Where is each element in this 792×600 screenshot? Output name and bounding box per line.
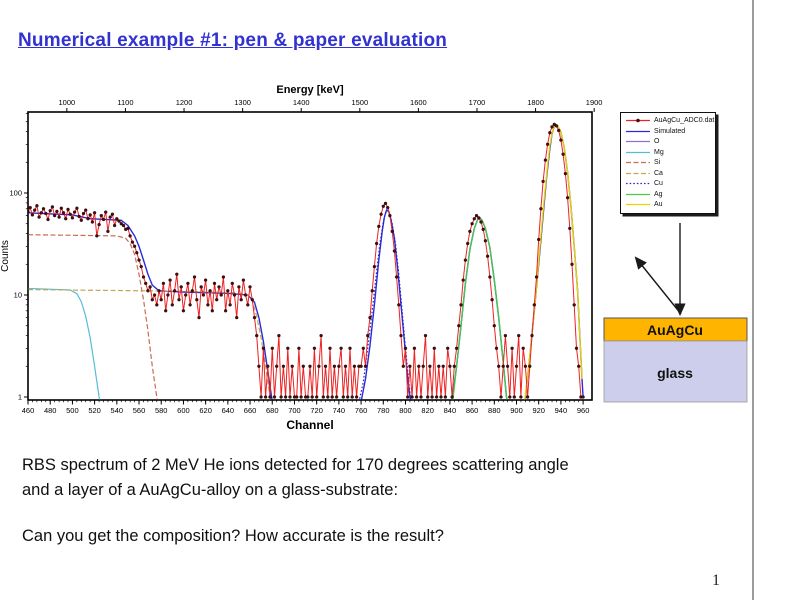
svg-text:500: 500 [66,406,79,415]
svg-text:1800: 1800 [527,98,544,107]
page-edge-divider [752,0,754,600]
svg-text:920: 920 [532,406,545,415]
svg-text:820: 820 [421,406,434,415]
svg-text:1700: 1700 [469,98,486,107]
legend-label: Si [654,159,661,167]
legend-label: AuAgCu_ADC0.dat [654,117,715,125]
legend-label: Ca [654,169,663,177]
legend-item: Mg [625,148,711,158]
legend-item: Au [625,200,711,210]
legend-label: Au [654,201,663,209]
svg-text:880: 880 [488,406,501,415]
legend-item: Cu [625,179,711,189]
svg-text:600: 600 [177,406,190,415]
glass-substrate-box [603,340,748,403]
alloy-layer-label: AuAgCu [647,322,703,338]
svg-text:960: 960 [577,406,590,415]
caption-line-1: RBS spectrum of 2 MeV He ions detected f… [22,456,569,474]
svg-text:780: 780 [377,406,390,415]
legend-label: Ag [654,190,663,198]
svg-text:480: 480 [44,406,57,415]
svg-text:520: 520 [88,406,101,415]
svg-text:1000: 1000 [59,98,76,107]
caption-line-2: and a layer of a AuAgCu-alloy on a glass… [22,480,399,499]
chart-legend: AuAgCu_ADC0.dat Simulated O Mg Si Ca Cu Ag Au [620,112,716,214]
scattered-beam-arrow [634,256,682,315]
rbs-spectrum-chart: 460 480 500 520 540 560 580 600 620 640 660 680 700 7… [0,80,612,440]
svg-text:860: 860 [466,406,479,415]
page-title: Numerical example #1: pen & paper evalua… [18,30,448,51]
chart-plot-area: 460 480 500 520 540 560 580 600 620 640 660 680 700 7… [0,84,603,432]
page-number: 1 [712,572,720,589]
svg-text:460: 460 [22,406,35,415]
svg-text:740: 740 [333,406,346,415]
legend-item: Si [625,158,711,168]
legend-item: Ca [625,169,711,179]
target-diagram: AuAgCu glass [603,223,748,403]
legend-label: O [654,138,660,146]
svg-text:940: 940 [555,406,568,415]
svg-text:620: 620 [199,406,212,415]
svg-text:Channel: Channel [286,418,333,432]
svg-text:1300: 1300 [234,98,251,107]
legend-item: O [625,137,711,147]
svg-text:700: 700 [288,406,301,415]
svg-text:640: 640 [222,406,235,415]
svg-text:900: 900 [510,406,523,415]
svg-text:1100: 1100 [117,98,133,107]
legend-label: Cu [654,180,663,188]
legend-label: Simulated [654,127,686,135]
legend-item: AuAgCu_ADC0.dat [625,116,715,126]
svg-text:Counts: Counts [0,240,11,272]
svg-text:760: 760 [355,406,368,415]
svg-text:540: 540 [111,406,124,415]
svg-text:100: 100 [9,189,22,198]
glass-substrate-label: glass [657,365,693,381]
svg-text:560: 560 [133,406,146,415]
svg-text:Energy [keV]: Energy [keV] [276,84,344,96]
svg-text:10: 10 [14,291,22,300]
legend-item: Ag [625,190,711,200]
svg-text:1200: 1200 [176,98,193,107]
svg-text:720: 720 [310,406,323,415]
svg-text:840: 840 [444,406,457,415]
svg-text:1500: 1500 [351,98,368,107]
svg-text:800: 800 [399,406,412,415]
svg-text:580: 580 [155,406,168,415]
svg-text:660: 660 [244,406,257,415]
svg-text:1: 1 [18,393,22,402]
svg-text:1400: 1400 [293,98,310,107]
caption-text: RBS spectrum of 2 MeV He ions detected f… [22,453,682,502]
svg-text:1600: 1600 [410,98,427,107]
legend-label: Mg [654,148,664,156]
svg-text:680: 680 [266,406,279,415]
legend-item: Simulated [625,127,711,137]
question-text: Can you get the composition? How accurat… [22,527,444,545]
svg-text:1900: 1900 [586,98,603,107]
